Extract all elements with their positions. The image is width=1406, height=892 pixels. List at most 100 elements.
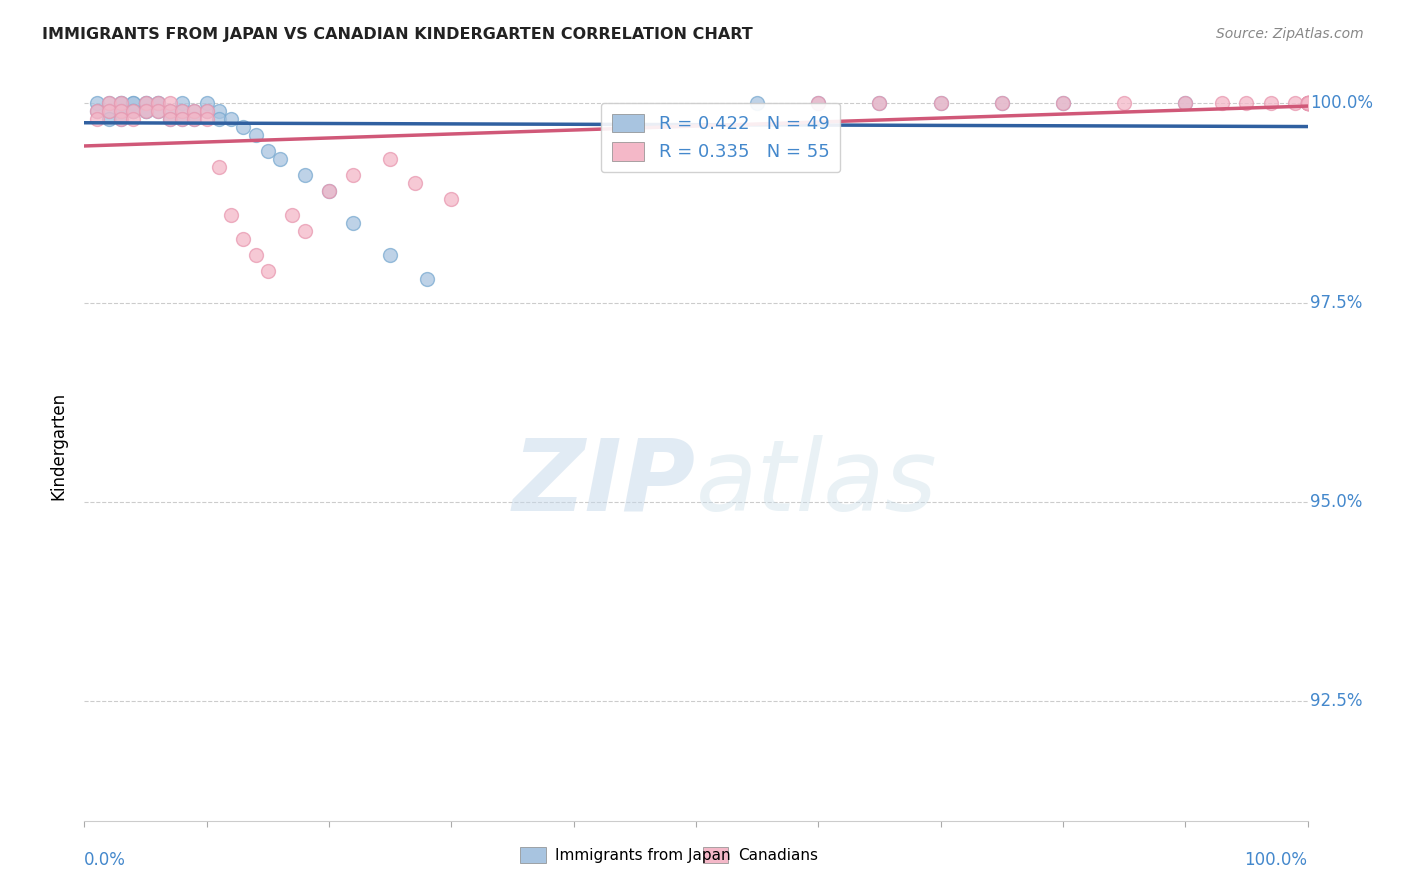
- Point: [1260, 96, 1282, 111]
- Point: [991, 96, 1014, 111]
- Point: [110, 96, 132, 111]
- Point: [146, 96, 169, 111]
- Text: ZIP: ZIP: [513, 435, 696, 532]
- Point: [1296, 96, 1319, 111]
- Point: [208, 160, 231, 174]
- Point: [135, 104, 157, 119]
- Point: [195, 112, 218, 127]
- Point: [1114, 96, 1136, 111]
- Point: [159, 104, 181, 119]
- Point: [159, 112, 181, 127]
- Point: [122, 104, 145, 119]
- Point: [1052, 96, 1074, 111]
- Point: [1296, 96, 1319, 111]
- Text: Canadians: Canadians: [738, 848, 818, 863]
- Text: atlas: atlas: [696, 435, 938, 532]
- Text: Immigrants from Japan: Immigrants from Japan: [555, 848, 731, 863]
- Point: [122, 104, 145, 119]
- Point: [1174, 96, 1197, 111]
- Point: [86, 96, 108, 111]
- Point: [146, 96, 169, 111]
- Point: [807, 96, 830, 111]
- Text: 92.5%: 92.5%: [1310, 692, 1362, 710]
- Point: [1236, 96, 1258, 111]
- Point: [122, 96, 145, 111]
- Point: [232, 120, 254, 135]
- Text: Source: ZipAtlas.com: Source: ZipAtlas.com: [1216, 27, 1364, 41]
- Point: [1296, 96, 1319, 111]
- Point: [416, 271, 439, 285]
- Text: 0.0%: 0.0%: [84, 851, 127, 869]
- Point: [1296, 96, 1319, 111]
- Point: [146, 104, 169, 119]
- Point: [135, 104, 157, 119]
- Point: [86, 104, 108, 119]
- Point: [294, 168, 316, 182]
- Text: IMMIGRANTS FROM JAPAN VS CANADIAN KINDERGARTEN CORRELATION CHART: IMMIGRANTS FROM JAPAN VS CANADIAN KINDER…: [42, 27, 754, 42]
- Point: [195, 104, 218, 119]
- Point: [318, 184, 340, 198]
- Point: [183, 112, 205, 127]
- Point: [380, 152, 402, 166]
- Point: [110, 96, 132, 111]
- Point: [146, 96, 169, 111]
- Point: [380, 248, 402, 262]
- Point: [86, 112, 108, 127]
- Point: [97, 96, 120, 111]
- Point: [1211, 96, 1233, 111]
- Point: [342, 168, 364, 182]
- Point: [318, 184, 340, 198]
- Point: [195, 96, 218, 111]
- Point: [208, 112, 231, 127]
- Y-axis label: Kindergarten: Kindergarten: [49, 392, 67, 500]
- Point: [1296, 96, 1319, 111]
- Point: [159, 104, 181, 119]
- Point: [110, 104, 132, 119]
- Text: 95.0%: 95.0%: [1310, 492, 1362, 511]
- Point: [97, 104, 120, 119]
- Point: [1296, 96, 1319, 111]
- Point: [1174, 96, 1197, 111]
- Point: [110, 112, 132, 127]
- Point: [110, 96, 132, 111]
- Point: [208, 104, 231, 119]
- Point: [122, 104, 145, 119]
- Point: [991, 96, 1014, 111]
- Point: [195, 104, 218, 119]
- Point: [869, 96, 891, 111]
- Point: [232, 232, 254, 246]
- Point: [219, 112, 242, 127]
- Point: [110, 104, 132, 119]
- Point: [257, 263, 280, 277]
- Point: [86, 104, 108, 119]
- Legend: R = 0.422   N = 49, R = 0.335   N = 55: R = 0.422 N = 49, R = 0.335 N = 55: [600, 103, 841, 172]
- Point: [172, 104, 194, 119]
- Point: [146, 104, 169, 119]
- Point: [1052, 96, 1074, 111]
- Point: [110, 112, 132, 127]
- Point: [1296, 96, 1319, 111]
- Point: [294, 224, 316, 238]
- Point: [183, 104, 205, 119]
- Point: [122, 112, 145, 127]
- Text: 100.0%: 100.0%: [1244, 851, 1308, 869]
- Point: [122, 96, 145, 111]
- Point: [245, 128, 267, 142]
- Point: [135, 96, 157, 111]
- Point: [929, 96, 952, 111]
- Point: [110, 104, 132, 119]
- Point: [172, 112, 194, 127]
- Point: [1284, 96, 1306, 111]
- Point: [135, 96, 157, 111]
- Point: [172, 104, 194, 119]
- Point: [97, 104, 120, 119]
- Point: [440, 192, 463, 206]
- Text: 100.0%: 100.0%: [1310, 95, 1374, 112]
- Point: [929, 96, 952, 111]
- Point: [172, 96, 194, 111]
- Point: [747, 96, 769, 111]
- Point: [183, 104, 205, 119]
- Point: [404, 176, 426, 190]
- Point: [342, 216, 364, 230]
- Point: [159, 112, 181, 127]
